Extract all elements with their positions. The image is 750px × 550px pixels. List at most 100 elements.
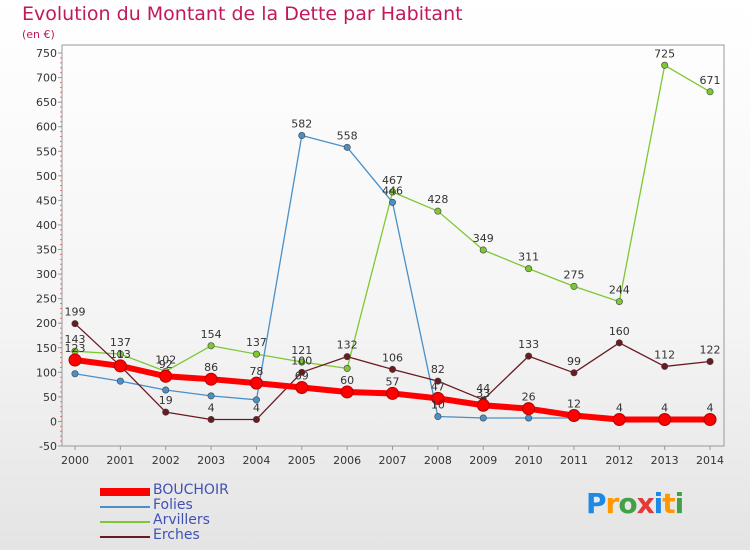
legend-swatch	[100, 521, 150, 523]
data-label: 4	[616, 401, 623, 414]
data-point	[113, 359, 127, 373]
logo-letter: o	[618, 487, 637, 520]
x-tick-label: 2012	[605, 454, 633, 467]
data-label: 12	[567, 398, 581, 411]
data-label: 69	[295, 370, 309, 383]
chart-title: Evolution du Montant de la Dette par Hab…	[22, 3, 463, 25]
data-point	[343, 364, 351, 372]
x-tick-label: 2001	[106, 454, 134, 467]
y-tick-label: 400	[36, 219, 57, 232]
data-point	[661, 61, 669, 69]
data-point	[434, 207, 442, 215]
data-point	[658, 412, 672, 426]
data-label: 154	[201, 328, 222, 341]
data-label: 275	[563, 268, 584, 281]
data-point	[431, 391, 445, 405]
x-tick-label: 2011	[560, 454, 588, 467]
data-point	[570, 282, 578, 290]
data-point	[204, 372, 218, 386]
y-tick-label: 750	[36, 47, 57, 60]
data-label: 121	[291, 344, 312, 357]
y-tick-label: 100	[36, 366, 57, 379]
data-point	[340, 385, 354, 399]
data-point	[522, 402, 536, 416]
data-label: 4	[253, 401, 260, 414]
x-tick-label: 2003	[197, 454, 225, 467]
data-label: 112	[654, 348, 675, 361]
data-point	[703, 412, 717, 426]
data-label: 92	[159, 358, 173, 371]
x-tick-label: 2005	[288, 454, 316, 467]
data-point	[343, 143, 351, 151]
legend-label: Arvillers	[153, 512, 210, 528]
data-point	[612, 412, 626, 426]
legend-swatch	[100, 536, 150, 538]
y-tick-label: 700	[36, 72, 57, 85]
data-point	[661, 362, 669, 370]
data-label: 137	[110, 336, 131, 349]
legend-label: Folies	[153, 497, 193, 513]
logo-letter: t	[662, 487, 675, 520]
data-point	[68, 353, 82, 367]
data-point	[389, 198, 397, 206]
data-point	[706, 88, 714, 96]
x-tick-label: 2007	[379, 454, 407, 467]
data-label: 4	[208, 401, 215, 414]
x-tick-label: 2009	[469, 454, 497, 467]
data-label: 19	[159, 394, 173, 407]
data-point	[434, 413, 442, 421]
data-point	[298, 132, 306, 140]
logo-letter: i	[674, 487, 685, 520]
axes: 7507006506005505004504003503002502001501…	[36, 44, 725, 467]
data-label: 446	[382, 184, 403, 197]
data-label: 82	[431, 363, 445, 376]
data-point	[434, 377, 442, 385]
data-label: 199	[65, 306, 86, 319]
y-tick-label: 0	[50, 415, 57, 428]
y-tick-label: 350	[36, 244, 57, 257]
data-point	[159, 369, 173, 383]
data-point	[476, 398, 490, 412]
legend-swatch	[100, 488, 150, 496]
data-label: 467	[382, 174, 403, 187]
y-tick-label: 500	[36, 170, 57, 183]
data-point	[295, 381, 309, 395]
data-label: 428	[427, 193, 448, 206]
data-label: 558	[337, 129, 358, 142]
y-tick-label: 200	[36, 317, 57, 330]
data-point	[249, 376, 263, 390]
data-label: 33	[476, 387, 490, 400]
data-point	[389, 365, 397, 373]
logo-letter: i	[653, 487, 664, 520]
data-point	[298, 358, 306, 366]
y-tick-label: -50	[39, 440, 57, 453]
data-label: 26	[522, 391, 536, 404]
x-tick-label: 2002	[152, 454, 180, 467]
data-point	[162, 386, 170, 394]
data-point	[252, 415, 260, 423]
data-point	[71, 370, 79, 378]
data-point	[71, 320, 79, 328]
data-point	[207, 392, 215, 400]
data-point	[479, 246, 487, 254]
data-label: 47	[431, 380, 445, 393]
x-tick-label: 2006	[333, 454, 361, 467]
y-tick-label: 450	[36, 194, 57, 207]
data-point	[116, 350, 124, 358]
data-label: 160	[609, 325, 630, 338]
legend-swatch	[100, 506, 150, 508]
y-tick-label: 250	[36, 293, 57, 306]
data-point	[525, 352, 533, 360]
data-point	[615, 339, 623, 347]
x-tick-label: 2000	[61, 454, 89, 467]
data-label: 86	[204, 361, 218, 374]
data-label: 143	[65, 333, 86, 346]
data-label: 244	[609, 284, 630, 297]
logo-letter: x	[636, 487, 655, 520]
y-tick-label: 300	[36, 268, 57, 281]
data-point	[389, 188, 397, 196]
y-tick-label: 550	[36, 145, 57, 158]
